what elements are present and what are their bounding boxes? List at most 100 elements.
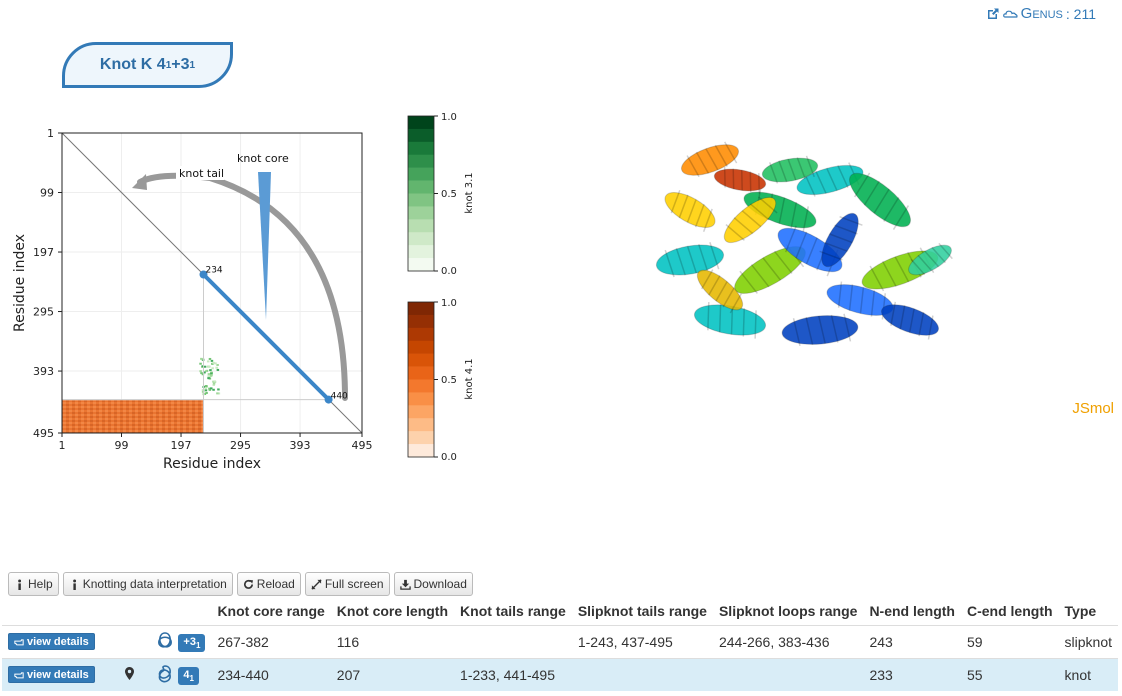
protein-helix: [761, 157, 819, 183]
knot31-cell: [201, 358, 205, 361]
helix-turn: [818, 315, 826, 344]
y-axis-label: Residue index: [12, 234, 28, 332]
expand-icon: [311, 578, 322, 590]
knot31-cell: [205, 391, 208, 394]
helix-turn: [723, 167, 726, 188]
knot-title-sub1: 1: [165, 59, 172, 71]
knot31-cell: [215, 366, 218, 369]
badge-sub: 1: [189, 674, 194, 684]
help-button[interactable]: Help: [8, 572, 59, 596]
knot-matrix-plot: 1 1 99 99 197 197 295 295 393 393 495 495 234 440 k…: [12, 127, 373, 472]
cloud-icon: [1002, 10, 1018, 18]
helix-turn: [837, 165, 849, 188]
colorbar-cell: [408, 302, 434, 316]
knot31-cell: [203, 393, 207, 396]
colorbar-cell: [408, 206, 434, 220]
knot-tail-arrow-tip: [132, 174, 147, 190]
helix-turn: [826, 168, 838, 191]
knot31-cell: [210, 374, 213, 377]
helix-turn: [730, 306, 734, 335]
core-end-point: [324, 395, 333, 404]
genus-link[interactable]: Genus : 211: [986, 5, 1096, 22]
helix-turn: [714, 144, 728, 167]
colorbar-cell: [408, 366, 434, 380]
helix-turn: [927, 315, 934, 340]
interpretation-button[interactable]: Knotting data interpretation: [62, 572, 233, 596]
knot-core-label: knot core: [237, 152, 289, 165]
table-row[interactable]: view details +31 267-382 116 1-243, 437-…: [2, 624, 1118, 658]
helix-turn: [854, 172, 871, 198]
helix-turn: [769, 162, 779, 184]
view-details-button[interactable]: view details: [8, 633, 95, 650]
colorbar-cell: [408, 327, 434, 342]
core-start-label: 234: [205, 265, 222, 275]
helix-turn: [802, 206, 809, 233]
colorbar-cell: [408, 418, 434, 432]
jsmol-protein-viewer[interactable]: [630, 120, 970, 370]
knot31-cell: [212, 382, 216, 385]
knot31-cell: [208, 357, 212, 360]
protein-ribbon: [655, 141, 953, 346]
x-tick-label: 495: [352, 439, 373, 452]
knot31-cell: [207, 373, 211, 376]
helix-turn: [830, 314, 839, 343]
helix-turn: [705, 148, 719, 171]
colorbar-knot41-tick-mid: 0.5: [441, 375, 457, 386]
colorbar-knot41-label: knot 4.1: [464, 358, 475, 399]
helix-turn: [762, 257, 782, 281]
core-end-label: 440: [331, 392, 348, 402]
helix-turn: [695, 151, 710, 174]
knot31-cell: [207, 365, 211, 368]
info-icon: [72, 579, 76, 590]
reload-button[interactable]: Reload: [236, 572, 301, 596]
helix-turn: [784, 225, 797, 253]
helix-turn: [910, 258, 926, 276]
helix-turn: [805, 316, 814, 345]
knot31-cell: [216, 368, 220, 371]
genus-value: : 211: [1065, 5, 1096, 22]
helix-turn: [795, 231, 808, 259]
knot31-cell: [203, 365, 207, 368]
table-row[interactable]: view details 41 234-440 207 1-233, 441-4…: [2, 657, 1118, 691]
colorbar-cell: [408, 141, 434, 156]
protein-helix: [821, 212, 859, 268]
knot31-cell: [199, 370, 202, 373]
y-tick-label: 1: [47, 127, 54, 140]
cell-slip-tails: 1-243, 437-495: [571, 624, 713, 658]
view-details-button[interactable]: view details: [8, 666, 95, 684]
helix-turn: [899, 305, 906, 330]
knot31-cell: [216, 363, 219, 366]
colorbar-cell: [408, 314, 434, 329]
knot-type-badge: +31: [178, 633, 206, 652]
knot-core-arrow: [258, 172, 271, 320]
helix-turn: [709, 242, 720, 270]
cell-tails-range: 1-233, 441-495: [454, 657, 572, 691]
knot31-cell: [210, 371, 213, 374]
download-button[interactable]: Download: [393, 572, 473, 596]
interpretation-button-label: Knotting data interpretation: [82, 577, 227, 591]
helix-turn: [815, 171, 827, 194]
knot-type-badge: 41: [178, 667, 199, 686]
colorbar-cell: [408, 379, 434, 393]
fullscreen-button-label: Full screen: [324, 577, 384, 591]
helix-turn: [750, 264, 770, 288]
refresh-icon: [243, 579, 253, 589]
helix-turn: [804, 173, 816, 197]
core-start-point: [199, 270, 208, 279]
protein-helix: [881, 304, 939, 336]
colorbar-knot31-cells: [408, 116, 434, 272]
tail-label-bg: [176, 166, 224, 180]
fullscreen-button[interactable]: Full screen: [304, 572, 390, 596]
col-header-core-range: Knot core range: [217, 602, 325, 619]
helix-turn: [805, 237, 818, 265]
helix-turn: [883, 197, 900, 222]
col-header-n-end: N-end length: [869, 602, 955, 619]
colorbar-cell: [408, 116, 434, 130]
helix-turn: [931, 246, 946, 264]
helix-turn: [773, 250, 793, 274]
cell-slip-tails: [571, 657, 713, 691]
knot-tail-label: knot tail: [179, 167, 224, 180]
knot31-cell: [200, 372, 203, 375]
knot31-cell: [211, 367, 214, 370]
